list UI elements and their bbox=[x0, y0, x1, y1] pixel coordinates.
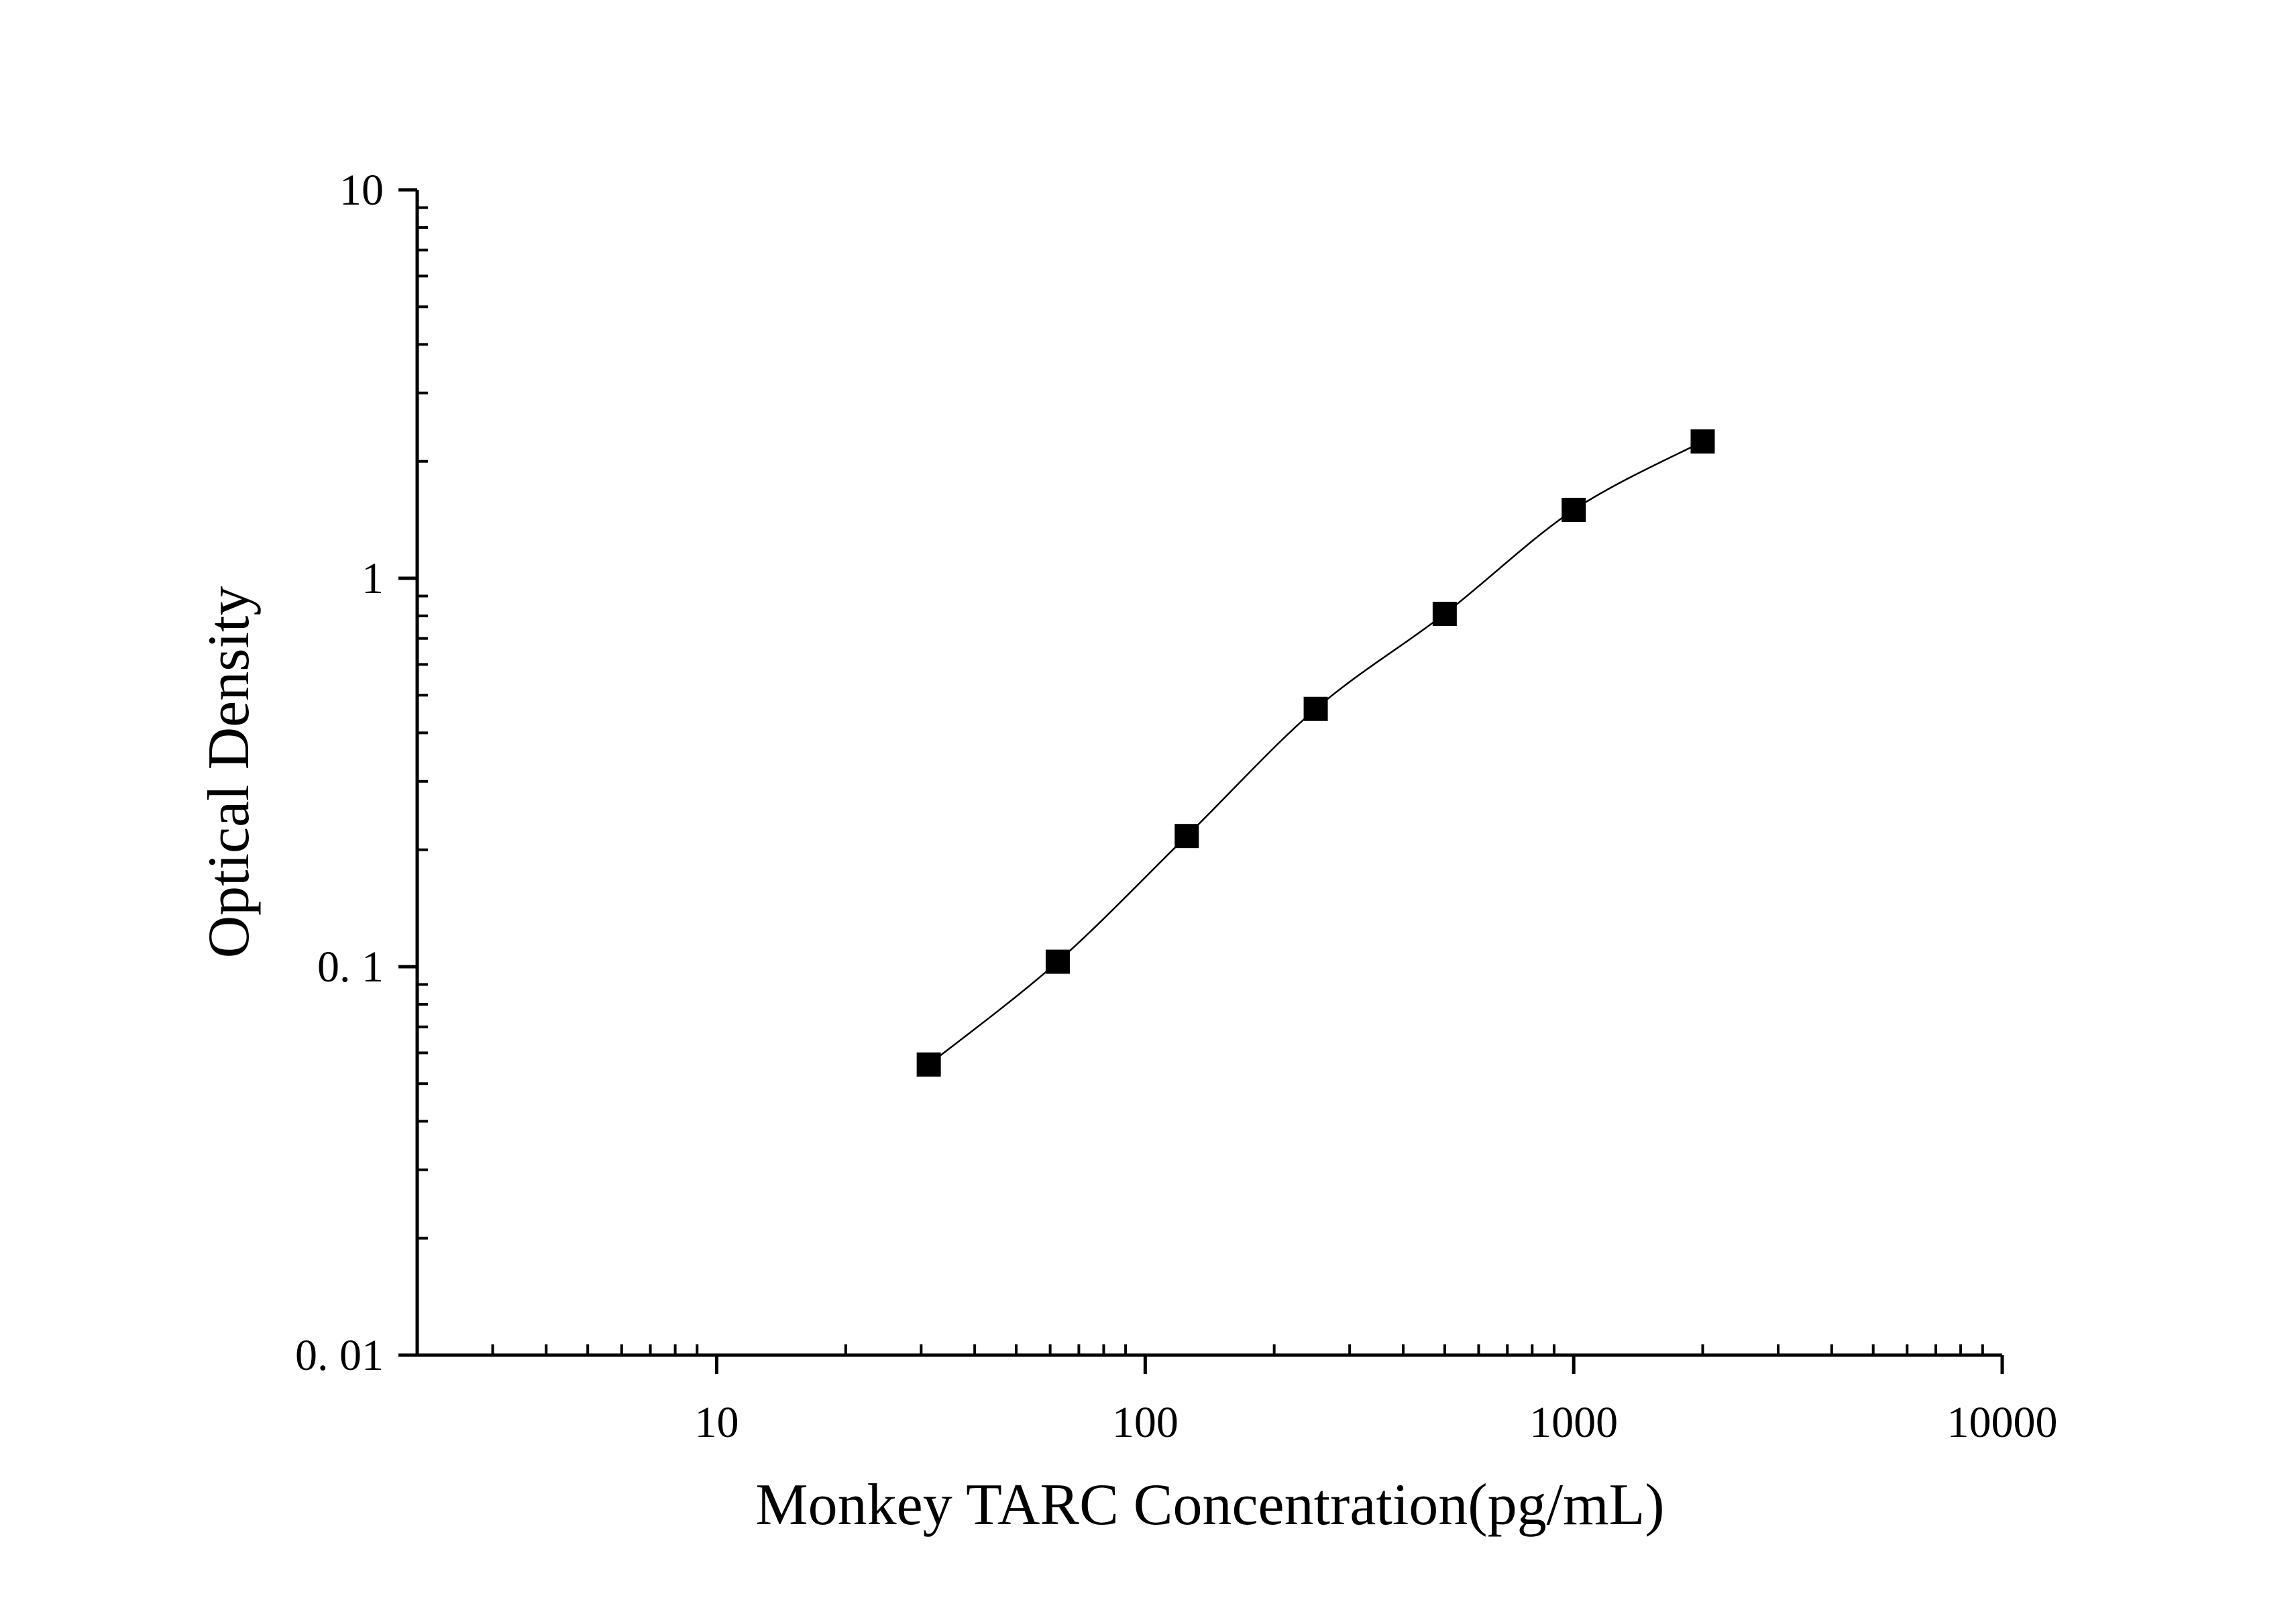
fit-curve bbox=[928, 440, 1704, 1065]
point bbox=[1174, 824, 1199, 849]
point bbox=[1690, 429, 1715, 454]
x-tick-label: 100 bbox=[1112, 1398, 1179, 1447]
y-tick-label: 1 bbox=[362, 554, 384, 603]
x-tick-label: 10000 bbox=[1947, 1398, 2058, 1447]
y-axis-title: Optical Density bbox=[197, 586, 262, 959]
y-tick-label: 0. 01 bbox=[295, 1331, 384, 1380]
x-tick-label: 10 bbox=[695, 1398, 739, 1447]
x-tick-label: 1000 bbox=[1529, 1398, 1618, 1447]
point bbox=[1303, 696, 1328, 721]
point bbox=[1562, 498, 1586, 523]
point bbox=[1432, 601, 1457, 626]
point bbox=[916, 1052, 941, 1077]
x-axis-title: Monkey TARC Concentration(pg/mL) bbox=[755, 1473, 1664, 1538]
y-tick-label: 10 bbox=[339, 166, 384, 215]
y-tick-label: 0. 1 bbox=[317, 943, 384, 992]
point bbox=[1045, 949, 1070, 974]
